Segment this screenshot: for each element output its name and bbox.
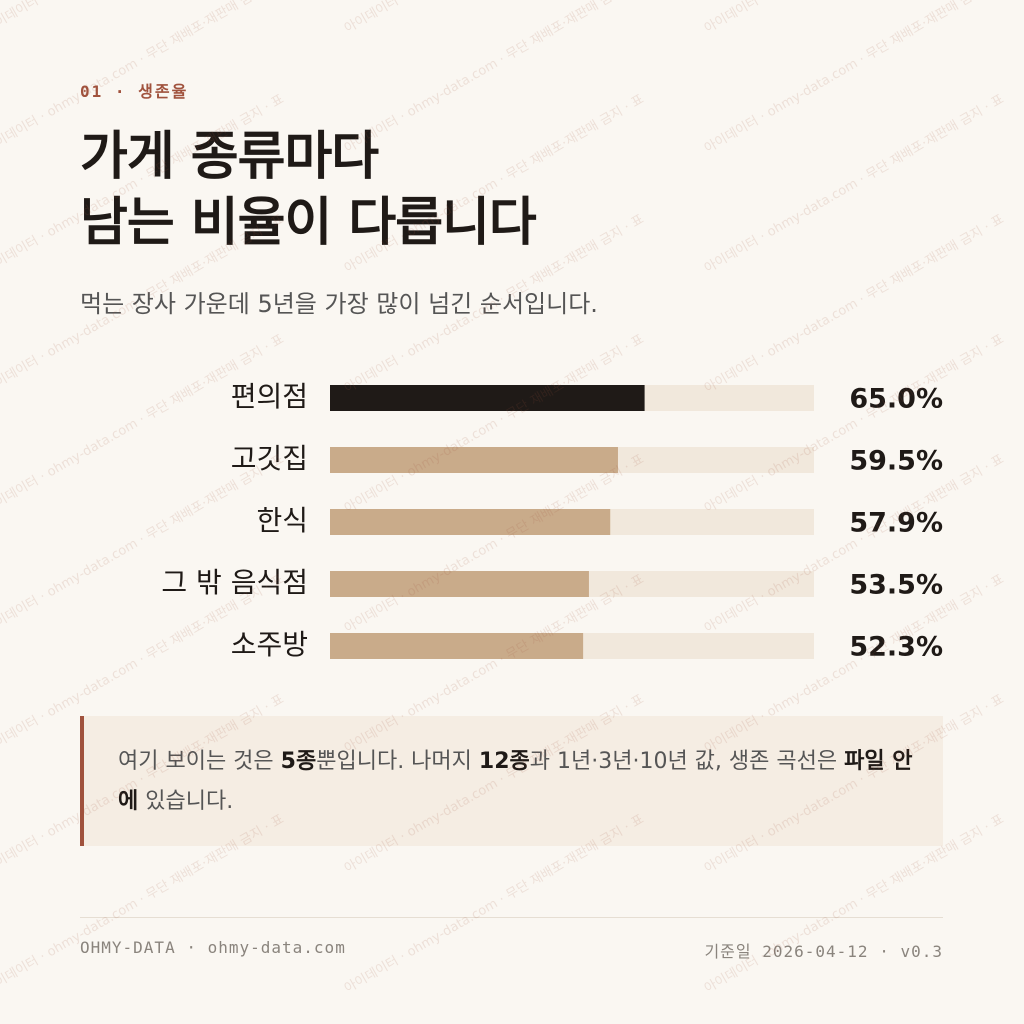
bar (330, 633, 584, 659)
eyebrow: 01 · 생존율 (80, 82, 189, 101)
watermark: 아이데이터 · ohmy-data.com · 무단 재배포·재판매 금지 · … (702, 91, 1007, 277)
title-line: 가게 종류마다 (80, 127, 379, 187)
bar (330, 385, 645, 411)
bar (330, 447, 618, 473)
subtitle: 먹는 장사 가운데 5년을 가장 많이 넘긴 순서입니다. (80, 290, 598, 318)
note-text: 있습니다. (138, 789, 234, 814)
category-label: 편의점 (231, 380, 308, 413)
watermark: 아이데이터 · ohmy-data.com · 무단 재배포·재판매 금지 · … (702, 0, 1007, 157)
note-text: 과 1년·3년·10년 값, 생존 곡선은 (529, 749, 845, 774)
bar (330, 571, 589, 597)
value-label: 65.0% (849, 384, 943, 415)
note-text: 여기 보이는 것은 (118, 749, 281, 774)
note-text: 뿐입니다. 나머지 (316, 749, 479, 774)
chart: 편의점 65.0% 고깃집 59.5% 한식 57.9% 그 밖 음식점 53.5% 소주방 52… (161, 380, 943, 663)
value-label: 57.9% (849, 508, 943, 539)
divider (80, 917, 943, 918)
category-label: 소주방 (231, 628, 308, 661)
watermark: 아이데이터 · ohmy-data.com · 무단 재배포·재판매 금지 · … (0, 0, 287, 36)
note-text: 5종 (280, 749, 317, 774)
category-label: 그 밖 음식점 (161, 566, 308, 599)
value-label: 59.5% (849, 446, 943, 477)
watermark: 아이데이터 · ohmy-data.com · 무단 재배포·재판매 금지 · … (340, 0, 647, 36)
note: 여기 보이는 것은 5종뿐입니다. 나머지 12종과 1년·3년·10년 값, … (80, 716, 943, 846)
value-label: 53.5% (849, 570, 943, 601)
note-text: 파일 안에 (118, 749, 913, 814)
note-text: 12종 (478, 749, 530, 774)
category-label: 한식 (256, 504, 308, 537)
bar (330, 509, 611, 535)
category-label: 고깃집 (231, 442, 308, 475)
footer-left: OHMY-DATA · ohmy-data.com (80, 938, 346, 957)
footer-right: 기준일 2026-04-12 · v0.3 (704, 942, 943, 961)
title: 가게 종류마다 남는 비율이 다릅니다 (80, 124, 537, 256)
title-line: 남는 비율이 다릅니다 (80, 193, 537, 253)
watermark: 아이데이터 · ohmy-data.com · 무단 재배포·재판매 금지 · … (700, 0, 1007, 36)
value-label: 52.3% (849, 632, 943, 663)
